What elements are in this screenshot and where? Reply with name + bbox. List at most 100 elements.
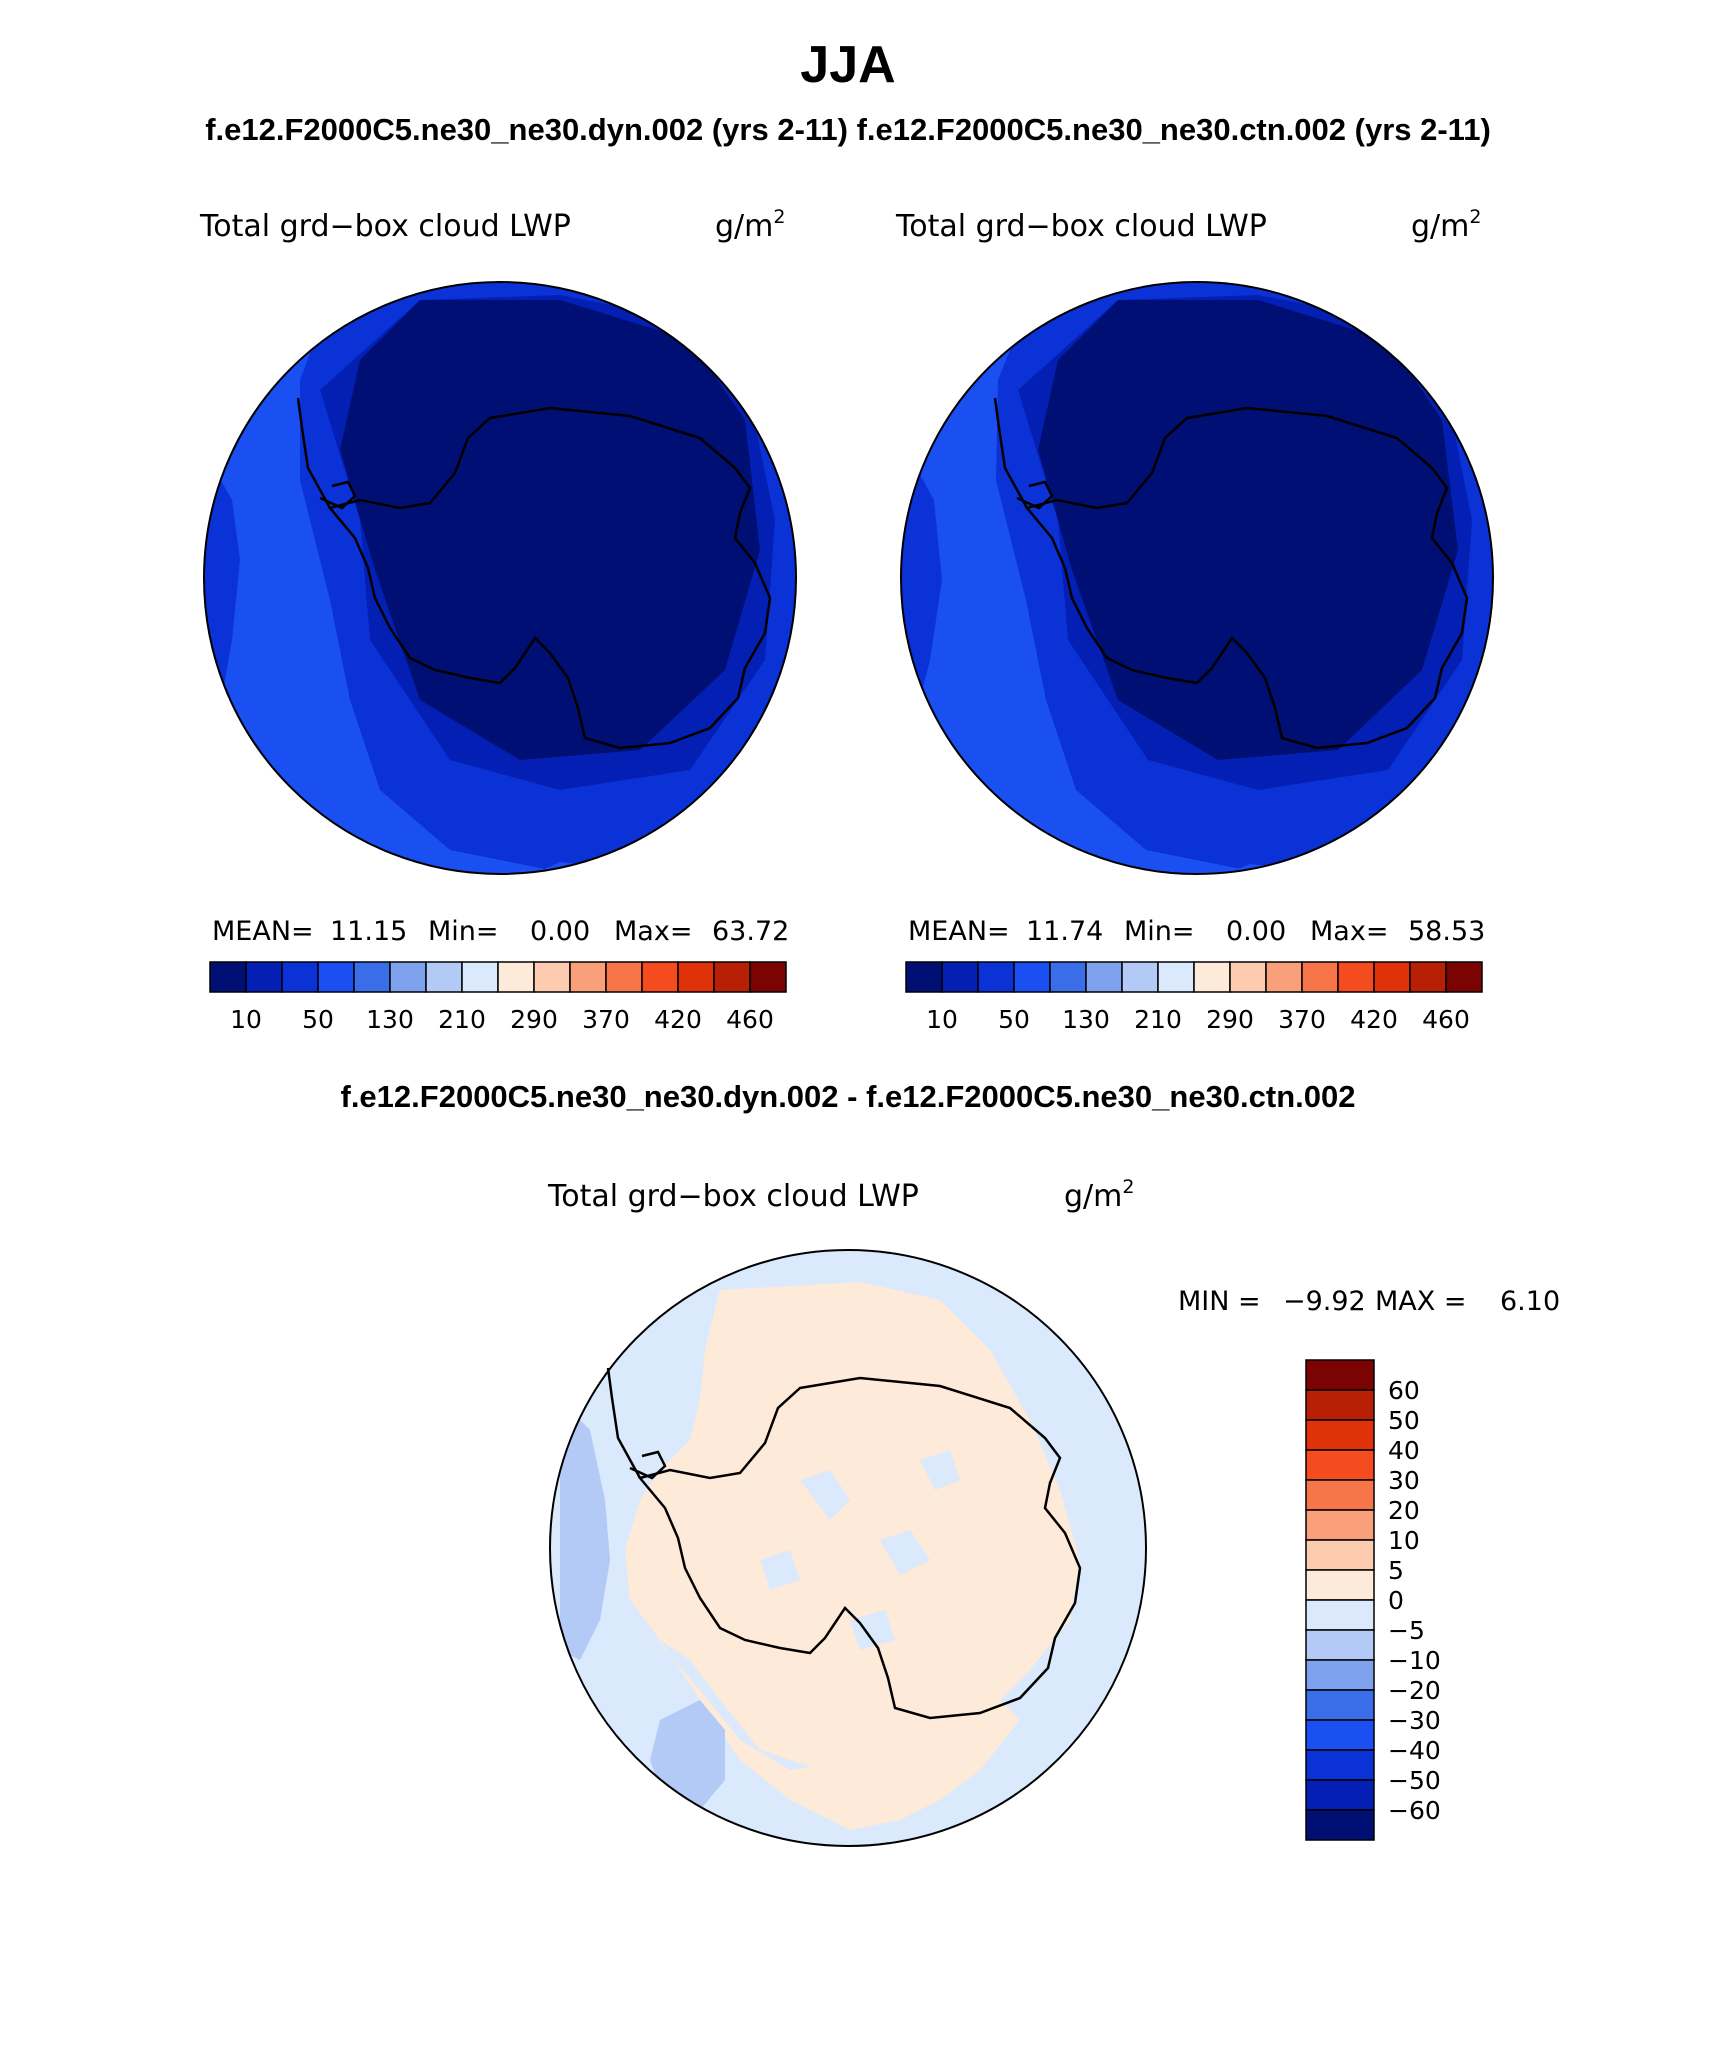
- colorbar-tick-label: 60: [1388, 1376, 1420, 1405]
- colorbar-tick-label: −30: [1388, 1706, 1441, 1735]
- map-ctn: [900, 281, 1494, 875]
- colorbar-tick-label: 370: [1278, 1005, 1326, 1034]
- panel-ctn-max-label: Max=: [1310, 916, 1388, 947]
- panel-dyn-min-label: Min=: [428, 916, 499, 947]
- map-diff-boundary: [549, 1249, 1147, 1847]
- panel-diff-variable: Total grd−box cloud LWP: [547, 1179, 919, 1214]
- colorbar-swatch: [1373, 961, 1411, 993]
- colorbar-tick-label: −50: [1388, 1766, 1441, 1795]
- colorbar-tick-label: 210: [438, 1005, 486, 1034]
- top-case-title: f.e12.F2000C5.ne30_ne30.dyn.002 (yrs 2-1…: [205, 112, 1491, 147]
- panel-ctn-mean: 11.74: [1026, 916, 1103, 947]
- colorbar-tick-label: −5: [1388, 1616, 1425, 1645]
- diff-max: 6.10: [1500, 1286, 1560, 1317]
- colorbar-swatch: [497, 961, 535, 993]
- colorbar-tick-label: 0: [1388, 1586, 1404, 1615]
- panel-dyn-variable: Total grd−box cloud LWP: [199, 209, 571, 244]
- colorbar-dyn: 10 50 130 210 290 370 420 460: [209, 961, 787, 1034]
- colorbar-tick-label: 290: [510, 1005, 558, 1034]
- colorbar-tick-label: −40: [1388, 1736, 1441, 1765]
- panel-dyn-units-exp: 2: [773, 206, 785, 228]
- colorbar-swatch: [1305, 1509, 1375, 1541]
- colorbar-tick-label: −60: [1388, 1796, 1441, 1825]
- colorbar-swatch: [713, 961, 751, 993]
- colorbar-swatch: [1157, 961, 1195, 993]
- map-ctn-boundary: [900, 281, 1494, 875]
- colorbar-tick-label: 50: [998, 1005, 1030, 1034]
- colorbar-tick-label: 50: [302, 1005, 334, 1034]
- colorbar-swatch: [977, 961, 1015, 993]
- panel-ctn-units-exp: 2: [1469, 206, 1481, 228]
- colorbar-swatch: [1337, 961, 1375, 993]
- colorbar-tick-label: 460: [1422, 1005, 1470, 1034]
- diff-case-title: f.e12.F2000C5.ne30_ne30.dyn.002 - f.e12.…: [341, 1079, 1356, 1114]
- colorbar-swatch: [677, 961, 715, 993]
- colorbar-swatch: [569, 961, 607, 993]
- colorbar-tick-label: 10: [1388, 1526, 1420, 1555]
- colorbar-tick-label: 130: [366, 1005, 414, 1034]
- colorbar-swatch: [1305, 1749, 1375, 1781]
- colorbar-swatch: [1305, 1449, 1375, 1481]
- panel-dyn-units-base: g/m: [715, 209, 773, 244]
- colorbar-swatch: [1265, 961, 1303, 993]
- colorbar-tick-label: 460: [726, 1005, 774, 1034]
- colorbar-tick-label: 40: [1388, 1436, 1420, 1465]
- colorbar-swatch: [533, 961, 571, 993]
- panel-dyn-stats: MEAN= 11.15 Min= 0.00 Max= 63.72: [212, 916, 789, 947]
- colorbar-swatch: [1305, 1659, 1375, 1691]
- colorbar-swatch: [1305, 1419, 1375, 1451]
- colorbar-swatch: [1013, 961, 1051, 993]
- panel-diff-header: Total grd−box cloud LWP g/m2: [547, 1176, 1134, 1214]
- panel-dyn-min: 0.00: [530, 916, 590, 947]
- colorbar-swatch: [281, 961, 319, 993]
- colorbar-tick-label: 420: [654, 1005, 702, 1034]
- diff-max-label: MAX =: [1375, 1286, 1466, 1317]
- panel-dyn-mean: 11.15: [330, 916, 407, 947]
- colorbar-swatch: [1305, 1719, 1375, 1751]
- colorbar-swatch: [1305, 1479, 1375, 1511]
- colorbar-swatch: [941, 961, 979, 993]
- colorbar-tick-label: 20: [1388, 1496, 1420, 1525]
- panel-diff-units: g/m2: [1064, 1176, 1134, 1214]
- colorbar-tick-label: 210: [1134, 1005, 1182, 1034]
- colorbar-swatch: [1305, 1599, 1375, 1631]
- panel-dyn-header: Total grd−box cloud LWP g/m2: [199, 206, 785, 244]
- map-dyn: [203, 281, 797, 875]
- panel-dyn-max: 63.72: [712, 916, 789, 947]
- panel-ctn-min-label: Min=: [1124, 916, 1195, 947]
- panel-diff-units-base: g/m: [1064, 1179, 1122, 1214]
- colorbar-swatch: [1305, 1629, 1375, 1661]
- panel-dyn-mean-label: MEAN=: [212, 916, 314, 947]
- colorbar-tick-label: 10: [230, 1005, 262, 1034]
- panel-ctn-stats: MEAN= 11.74 Min= 0.00 Max= 58.53: [908, 916, 1485, 947]
- colorbar-tick-label: 30: [1388, 1466, 1420, 1495]
- colorbar-tick-label: −20: [1388, 1676, 1441, 1705]
- colorbar-swatch: [1305, 1389, 1375, 1421]
- panel-ctn-units-base: g/m: [1411, 209, 1469, 244]
- colorbar-swatch: [1409, 961, 1447, 993]
- panel-ctn-max: 58.53: [1408, 916, 1485, 947]
- colorbar-swatch: [1085, 961, 1123, 993]
- season-title: JJA: [800, 36, 895, 94]
- colorbar-swatch: [1049, 961, 1087, 993]
- colorbar-tick-label: 50: [1388, 1406, 1420, 1435]
- panel-ctn-min: 0.00: [1226, 916, 1286, 947]
- colorbar-swatch: [461, 961, 499, 993]
- diff-min-label: MIN =: [1178, 1286, 1261, 1317]
- colorbar-swatch: [1121, 961, 1159, 993]
- colorbar-swatch: [425, 961, 463, 993]
- colorbar-swatch: [1305, 1779, 1375, 1811]
- diff-stats: MIN = −9.92 MAX = 6.10: [1178, 1286, 1560, 1317]
- panel-ctn-mean-label: MEAN=: [908, 916, 1010, 947]
- colorbar-swatch: [641, 961, 679, 993]
- colorbar-swatch: [245, 961, 283, 993]
- colorbar-tick-label: 290: [1206, 1005, 1254, 1034]
- colorbar-swatch: [389, 961, 427, 993]
- panel-ctn-units: g/m2: [1411, 206, 1481, 244]
- colorbar-tick-label: 420: [1350, 1005, 1398, 1034]
- colorbar-swatch: [1305, 1809, 1375, 1841]
- colorbar-swatch: [317, 961, 355, 993]
- colorbar-tick-label: −10: [1388, 1646, 1441, 1675]
- colorbar-swatch: [1229, 961, 1267, 993]
- panel-diff-units-exp: 2: [1122, 1176, 1134, 1198]
